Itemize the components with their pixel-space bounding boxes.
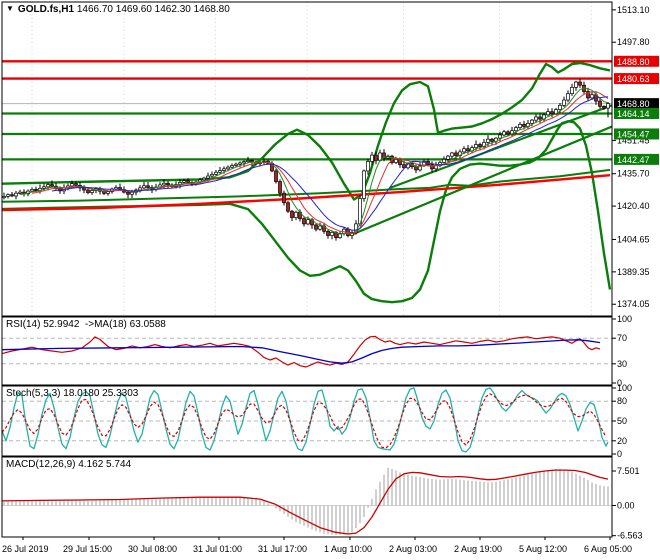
rsi-ma-line xyxy=(2,339,601,364)
price-tick-label: 1374.05 xyxy=(617,299,650,309)
stoch-plot[interactable] xyxy=(2,387,612,453)
macd-axis-label: -6.563 xyxy=(617,531,643,541)
price-badge xyxy=(614,55,659,67)
price-badge xyxy=(614,73,659,85)
price-badge xyxy=(614,107,659,119)
time-axis-label: 5 Aug 12:00 xyxy=(519,544,567,554)
price-badge-label: 1454.47 xyxy=(617,129,650,139)
stoch-axis-label: 20 xyxy=(617,436,627,446)
macd-plot[interactable] xyxy=(2,467,612,535)
price-tick-label: 1435.70 xyxy=(617,169,650,179)
macd-panel-title: MACD(12,26,9) 4.162 5.744 xyxy=(6,459,132,470)
macd-axis-label: 0.00 xyxy=(617,501,635,511)
price-badge-label: 1464.14 xyxy=(617,109,650,119)
stoch-axis-label: 80 xyxy=(617,396,627,406)
price-tick-label: 1451.45 xyxy=(617,135,650,145)
symbol-period-label: GOLD.fs,H1 xyxy=(17,4,75,15)
stoch-panel-title: Stoch(5,3,3) 18.0180 25.3303 xyxy=(6,388,139,399)
price-badge-label: 1480.63 xyxy=(617,74,650,84)
time-axis-label: 2 Aug 03:00 xyxy=(389,544,437,554)
stoch-axis-label: 100 xyxy=(617,383,632,393)
time-axis-label: 29 Jul 15:00 xyxy=(63,544,112,554)
stoch-axis-label: 0 xyxy=(617,449,622,459)
stoch-axis-label: 50 xyxy=(617,416,627,426)
time-axis-label: 26 Jul 2019 xyxy=(2,544,49,554)
price-badge-label: 1488.80 xyxy=(617,57,650,67)
macd-axis-label: 7.501 xyxy=(617,466,640,476)
symbol-dropdown-icon[interactable]: ▼ xyxy=(6,4,14,13)
macd-signal-line xyxy=(2,469,609,535)
stoch-panel-border xyxy=(1,385,613,457)
price-badge xyxy=(614,128,659,140)
bollinger-upper-band xyxy=(2,61,611,201)
trend-line-1 xyxy=(389,104,612,189)
rsi-line xyxy=(2,335,601,368)
rsi-panel-title: RSI(14) 52.9942 ->MA(18) 63.0588 xyxy=(6,319,166,330)
bollinger-lower-band xyxy=(2,119,612,304)
rsi-axis-label: 0 xyxy=(617,378,622,388)
slow-ma-red xyxy=(2,174,611,212)
price-tick-label: 1420.40 xyxy=(617,201,650,211)
fast-ma-green xyxy=(19,87,609,235)
time-axis-label: 6 Aug 05:00 xyxy=(584,544,632,554)
main-panel-border xyxy=(1,1,613,317)
ohlc-values: 1466.70 1469.60 1462.30 1468.80 xyxy=(76,4,230,15)
time-axis-label: 31 Jul 17:00 xyxy=(258,544,307,554)
macd-panel-border xyxy=(1,456,613,538)
rsi-axis-label: 70 xyxy=(617,333,627,343)
time-axis-label: 2 Aug 19:00 xyxy=(454,544,502,554)
price-badge-label: 1468.80 xyxy=(617,99,650,109)
price-badge xyxy=(614,153,659,165)
price-tick-label: 1497.80 xyxy=(617,37,650,47)
price-tick-label: 1513.10 xyxy=(617,5,650,15)
rsi-panel-border xyxy=(1,316,613,386)
rsi-axis-label: 30 xyxy=(617,359,627,369)
time-axis-label: 31 Jul 01:00 xyxy=(193,544,242,554)
price-badge xyxy=(614,98,659,110)
price-badge-label: 1442.47 xyxy=(617,155,650,165)
slow-ma-green xyxy=(2,168,611,203)
trend-line-2 xyxy=(351,125,612,236)
stoch-k-line xyxy=(2,387,609,453)
main-plot[interactable] xyxy=(2,2,612,316)
price-tick-label: 1389.35 xyxy=(617,267,650,277)
time-axis-label: 30 Jul 08:00 xyxy=(128,544,177,554)
rsi-plot[interactable] xyxy=(2,335,612,368)
rsi-axis-label: 100 xyxy=(617,314,632,324)
chart-title: ▼ GOLD.fs,H1 1466.70 1469.60 1462.30 1468… xyxy=(6,4,230,15)
stoch-d-line xyxy=(2,393,607,449)
fast-ma-blue xyxy=(51,96,609,231)
price-tick-label: 1404.65 xyxy=(617,234,650,244)
time-axis-label: 1 Aug 10:00 xyxy=(324,544,372,554)
